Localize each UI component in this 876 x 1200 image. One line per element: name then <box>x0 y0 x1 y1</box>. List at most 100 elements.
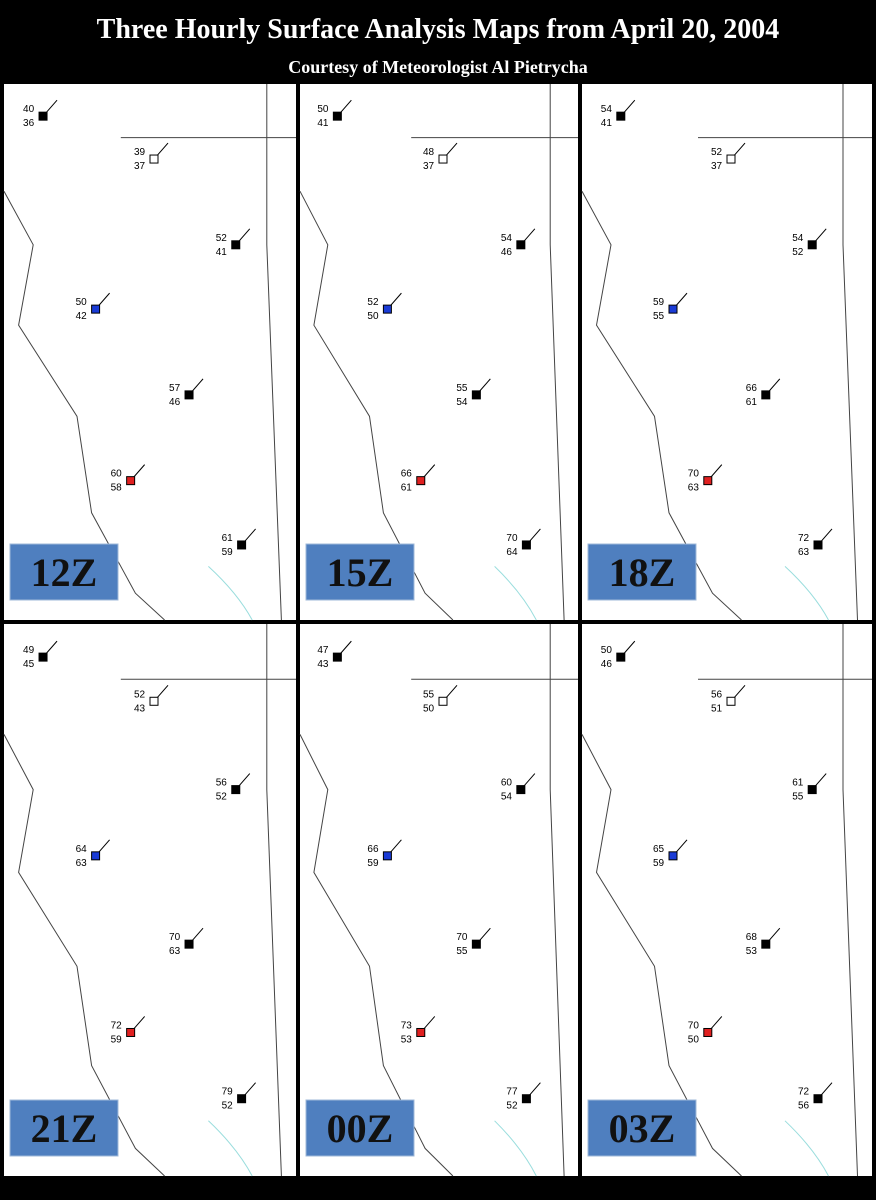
dewpoint: 61 <box>401 483 413 494</box>
panel-label: 12Z <box>31 550 98 595</box>
station-symbol <box>231 785 241 795</box>
station-symbol <box>668 304 678 314</box>
dewpoint: 42 <box>76 311 88 322</box>
dewpoint: 64 <box>506 547 518 558</box>
station-symbol <box>616 652 626 662</box>
temperature: 66 <box>746 383 758 394</box>
coastline <box>299 734 454 1177</box>
temperature: 64 <box>76 844 88 855</box>
station-symbol <box>807 240 817 250</box>
station-symbol <box>726 696 736 706</box>
map-background <box>4 84 296 620</box>
temperature: 56 <box>711 689 723 700</box>
station-symbol <box>616 111 626 121</box>
temperature: 79 <box>222 1087 234 1098</box>
river <box>208 566 253 621</box>
temperature: 70 <box>169 932 181 943</box>
coastline <box>3 190 165 621</box>
dewpoint: 45 <box>23 659 35 670</box>
station-symbol <box>807 785 817 795</box>
dewpoint: 55 <box>792 792 804 803</box>
river <box>494 1120 537 1177</box>
station-symbol <box>237 1094 247 1104</box>
station-symbol <box>438 154 448 164</box>
temperature: 65 <box>653 844 665 855</box>
temperature: 70 <box>456 932 468 943</box>
dewpoint: 37 <box>711 161 723 172</box>
station-symbol <box>761 390 771 400</box>
dewpoint: 56 <box>798 1101 810 1112</box>
temperature: 48 <box>423 147 435 158</box>
panel-label: 15Z <box>327 550 394 595</box>
temperature: 50 <box>317 104 329 115</box>
station-symbol <box>726 154 736 164</box>
station-symbol <box>521 540 531 550</box>
dewpoint: 41 <box>317 118 329 129</box>
temperature: 52 <box>134 689 146 700</box>
dewpoint: 52 <box>506 1101 518 1112</box>
station-symbol <box>149 696 159 706</box>
subtitle: Courtesy of Meteorologist Al Pietrycha <box>288 57 588 77</box>
station-symbol <box>38 652 48 662</box>
temperature: 66 <box>367 844 379 855</box>
temperature: 60 <box>501 778 513 789</box>
border <box>411 84 578 621</box>
river <box>208 1120 253 1177</box>
river <box>784 1120 829 1177</box>
panel-label: 21Z <box>31 1106 98 1151</box>
dewpoint: 43 <box>317 659 329 670</box>
temperature: 39 <box>134 147 146 158</box>
temperature: 52 <box>711 147 723 158</box>
border <box>698 84 872 621</box>
temperature: 56 <box>216 778 228 789</box>
station-symbol <box>149 154 159 164</box>
temperature: 70 <box>688 1020 700 1031</box>
temperature: 73 <box>401 1020 413 1031</box>
station-symbol <box>382 851 392 861</box>
dewpoint: 50 <box>423 703 435 714</box>
dewpoint: 55 <box>456 946 468 957</box>
border <box>698 624 872 1177</box>
dewpoint: 52 <box>222 1101 234 1112</box>
temperature: 61 <box>222 533 234 544</box>
temperature: 40 <box>23 104 35 115</box>
panel-label: 03Z <box>609 1106 676 1151</box>
dewpoint: 53 <box>401 1034 413 1045</box>
dewpoint: 41 <box>601 118 613 129</box>
station-symbol <box>668 851 678 861</box>
panel-label: 00Z <box>327 1106 394 1151</box>
dewpoint: 46 <box>601 659 613 670</box>
coastline <box>581 734 742 1177</box>
temperature: 72 <box>798 533 810 544</box>
station-symbol <box>703 476 713 486</box>
panel-label-box <box>9 1099 119 1157</box>
temperature: 70 <box>506 533 518 544</box>
station-symbol <box>237 540 247 550</box>
dewpoint: 50 <box>367 311 379 322</box>
coastline <box>581 190 742 621</box>
panel-label-box <box>305 1099 415 1157</box>
station-symbol <box>471 390 481 400</box>
